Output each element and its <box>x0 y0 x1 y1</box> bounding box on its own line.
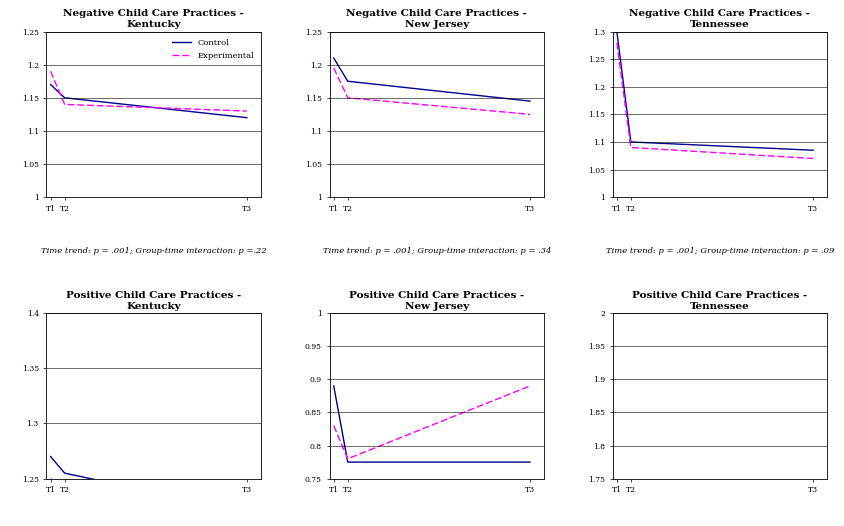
Title: Positive Child Care Practices -
Kentucky: Positive Child Care Practices - Kentucky <box>66 291 241 311</box>
Title: Negative Child Care Practices -
Kentucky: Negative Child Care Practices - Kentucky <box>63 9 244 29</box>
Title: Positive Child Care Practices -
Tennessee: Positive Child Care Practices - Tennesse… <box>632 291 808 311</box>
Text: Time trend: p = .001; Group-time interaction: p = .34: Time trend: p = .001; Group-time interac… <box>322 247 551 255</box>
Text: Time trend: p = .001; Group-time interaction: p =.22: Time trend: p = .001; Group-time interac… <box>41 247 267 255</box>
Text: Time trend: p = .001; Group-time interaction: p = .09: Time trend: p = .001; Group-time interac… <box>606 247 834 255</box>
Title: Negative Child Care Practices -
Tennessee: Negative Child Care Practices - Tennesse… <box>630 9 810 29</box>
Legend: Control, Experimental: Control, Experimental <box>170 36 257 63</box>
Title: Positive Child Care Practices -
New Jersey: Positive Child Care Practices - New Jers… <box>349 291 524 311</box>
Title: Negative Child Care Practices -
New Jersey: Negative Child Care Practices - New Jers… <box>346 9 528 29</box>
